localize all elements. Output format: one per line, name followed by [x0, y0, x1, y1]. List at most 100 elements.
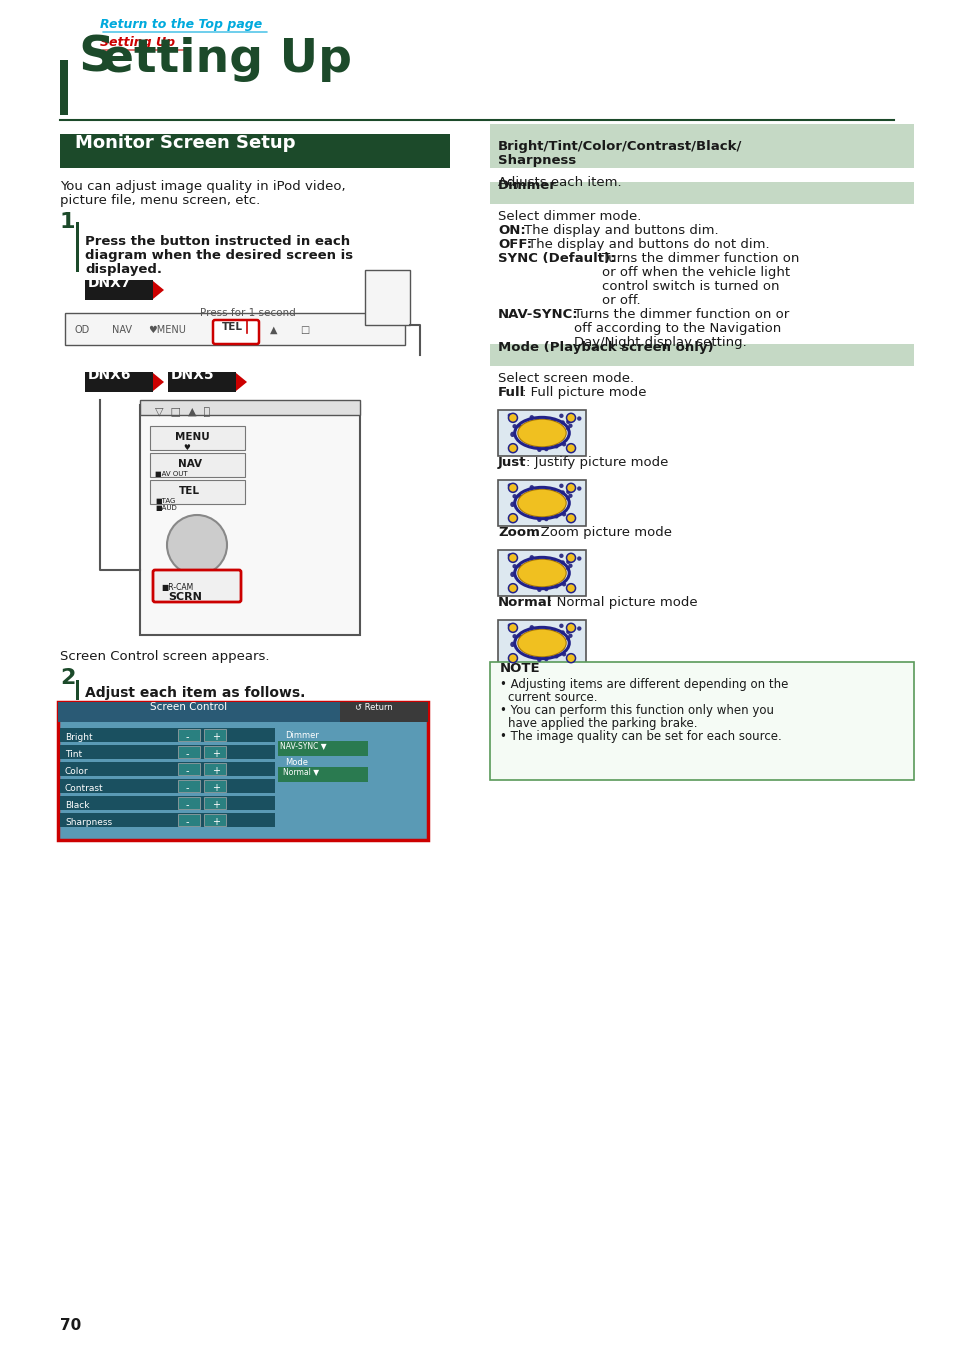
Bar [85, 280, 152, 301]
Text: NAV: NAV [178, 459, 202, 468]
Text: SYNC (Default):: SYNC (Default): [497, 252, 615, 265]
Polygon shape [152, 372, 164, 391]
Circle shape [561, 582, 566, 586]
Circle shape [517, 565, 522, 569]
Circle shape [568, 424, 572, 428]
Text: or off when the vehicle light: or off when the vehicle light [601, 265, 789, 279]
Text: S: S [78, 34, 113, 83]
Text: Dimmer: Dimmer [285, 731, 318, 741]
Ellipse shape [517, 489, 566, 517]
Circle shape [577, 556, 581, 561]
Bar [490, 662, 913, 780]
Text: • Adjusting items are different depending on the: • Adjusting items are different dependin… [499, 678, 787, 691]
Text: Normal ▼: Normal ▼ [283, 766, 319, 776]
Circle shape [559, 436, 564, 440]
Circle shape [558, 483, 563, 487]
Text: Press the button instructed in each: Press the button instructed in each [85, 236, 350, 248]
Circle shape [537, 658, 541, 662]
Text: • The image quality can be set for each source.: • The image quality can be set for each … [499, 730, 781, 743]
Ellipse shape [508, 584, 517, 593]
Ellipse shape [566, 584, 575, 593]
Circle shape [510, 502, 515, 506]
Ellipse shape [508, 554, 517, 562]
Circle shape [554, 584, 558, 589]
Circle shape [537, 512, 541, 517]
Text: Black: Black [65, 802, 90, 810]
Text: Mode: Mode [285, 758, 308, 766]
Bar [204, 764, 226, 774]
Bar [178, 728, 200, 741]
Ellipse shape [517, 559, 566, 586]
Circle shape [558, 413, 563, 418]
Circle shape [561, 433, 565, 437]
Circle shape [577, 627, 581, 631]
Circle shape [512, 634, 517, 639]
Bar [60, 796, 274, 810]
Bar [140, 399, 359, 414]
Text: Select dimmer mode.: Select dimmer mode. [497, 210, 640, 223]
Text: DNX7: DNX7 [88, 276, 132, 290]
Text: ♥: ♥ [183, 443, 190, 452]
Text: The display and buttons do not dim.: The display and buttons do not dim. [527, 238, 769, 250]
Text: current source.: current source. [507, 691, 597, 704]
Text: TEL: TEL [179, 486, 200, 496]
Text: DNX6: DNX6 [88, 368, 132, 382]
Bar [178, 798, 200, 808]
Circle shape [517, 425, 522, 429]
Bar [204, 798, 226, 808]
FancyBboxPatch shape [213, 320, 258, 344]
Text: Bright: Bright [65, 733, 92, 742]
Circle shape [530, 439, 535, 443]
Circle shape [561, 441, 566, 447]
Text: picture file, menu screen, etc.: picture file, menu screen, etc. [60, 194, 260, 207]
Bar [60, 134, 450, 168]
Text: Screen Control: Screen Control [150, 701, 227, 712]
Circle shape [535, 628, 538, 632]
Circle shape [510, 642, 515, 646]
Text: • You can perform this function only when you: • You can perform this function only whe… [499, 704, 773, 718]
Text: +: + [212, 816, 220, 827]
Circle shape [510, 502, 515, 506]
Text: SCRN: SCRN [168, 592, 202, 603]
Text: ■AUD: ■AUD [154, 505, 176, 510]
Bar [204, 728, 226, 741]
Circle shape [551, 628, 555, 634]
Circle shape [507, 554, 512, 558]
Text: Sharpness: Sharpness [65, 818, 112, 827]
Bar [277, 741, 368, 756]
Bar [277, 766, 368, 783]
Circle shape [537, 517, 541, 523]
Text: Return to the Top page: Return to the Top page [100, 18, 262, 31]
Circle shape [565, 630, 570, 634]
Bar [58, 701, 428, 839]
Text: Turns the dimmer function on: Turns the dimmer function on [601, 252, 799, 265]
Text: Zoom: Zoom [497, 525, 539, 539]
Circle shape [530, 509, 535, 513]
Circle shape [565, 427, 570, 431]
Text: OD: OD [75, 325, 91, 334]
Bar [60, 762, 274, 776]
Circle shape [554, 444, 558, 448]
Text: Just: Just [497, 456, 526, 468]
Bar [150, 481, 245, 504]
Circle shape [559, 577, 564, 581]
Bar [497, 481, 585, 525]
Bar [497, 620, 585, 666]
Text: +: + [212, 749, 220, 760]
Circle shape [535, 418, 538, 422]
Bar [178, 780, 200, 792]
Circle shape [525, 505, 530, 510]
Text: Press for 1 second: Press for 1 second [200, 307, 295, 318]
Text: etting Up: etting Up [102, 37, 352, 83]
Ellipse shape [566, 513, 575, 523]
Circle shape [555, 437, 559, 443]
Text: NOTE: NOTE [499, 662, 540, 676]
Circle shape [530, 578, 535, 584]
Text: have applied the parking brake.: have applied the parking brake. [507, 718, 697, 730]
Text: +: + [212, 783, 220, 793]
Circle shape [510, 433, 515, 437]
Circle shape [565, 566, 570, 570]
Text: NAV-SYNC ▼: NAV-SYNC ▼ [280, 741, 326, 750]
Circle shape [537, 448, 541, 452]
Circle shape [525, 646, 530, 650]
